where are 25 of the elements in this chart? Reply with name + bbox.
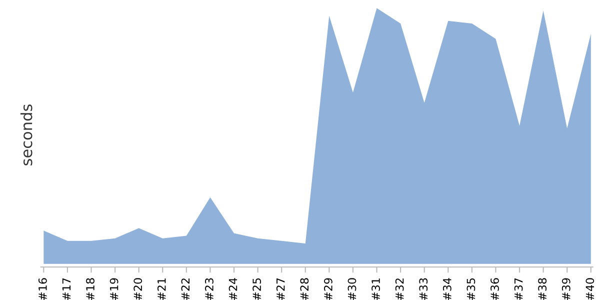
x-tick-label: #16 (38, 278, 47, 300)
x-tick-label: #27 (276, 278, 285, 300)
x-tick-label: #30 (348, 278, 356, 300)
x-tick-label: #24 (228, 278, 238, 300)
x-tick-label: #36 (490, 278, 499, 300)
x-tick-label: #35 (466, 278, 476, 300)
x-tick-label: #17 (62, 278, 71, 300)
x-tick-label: #34 (442, 278, 452, 300)
x-tick-label: #40 (586, 278, 594, 300)
x-tick-label: #33 (419, 278, 428, 300)
x-tick-label: #19 (110, 278, 118, 300)
x-tick-label: #32 (395, 278, 404, 300)
x-tick-label: #37 (514, 278, 523, 300)
x-tick-label: #23 (205, 278, 214, 300)
x-tick-label: #28 (300, 278, 309, 300)
x-tick-label: #29 (324, 278, 332, 300)
y-axis-title: seconds (20, 104, 32, 166)
x-tick-label: #31 (372, 278, 380, 300)
x-tick-label: #20 (134, 278, 142, 300)
x-tick-label: #22 (181, 278, 190, 300)
x-tick-label: #25 (252, 278, 262, 300)
x-tick-label: #38 (538, 278, 547, 300)
x-tick-label: #39 (562, 278, 570, 300)
x-tick-label: #21 (157, 278, 166, 300)
x-tick-label: #18 (86, 278, 94, 300)
